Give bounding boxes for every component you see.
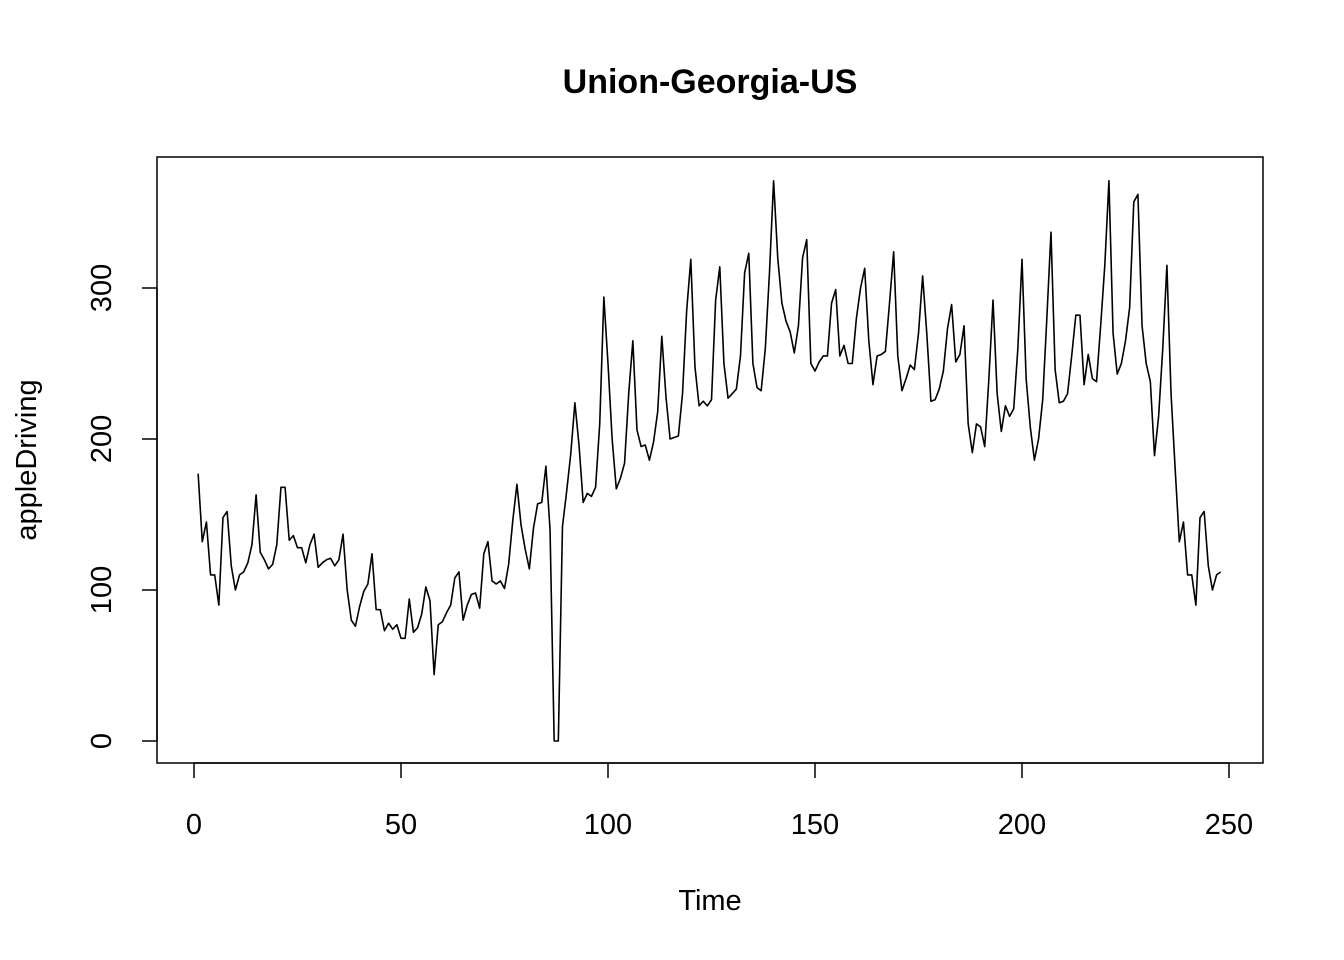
x-tick-label: 250 [1205, 809, 1253, 841]
x-tick-label: 50 [385, 809, 417, 841]
y-axis-label: appleDriving [11, 379, 43, 540]
x-tick-label: 200 [998, 809, 1046, 841]
chart-title: Union-Georgia-US [563, 63, 858, 101]
x-tick-label: 0 [186, 809, 202, 841]
y-tick-label: 200 [86, 415, 118, 463]
plot-frame [156, 156, 1264, 764]
x-axis-label: Time [678, 885, 741, 917]
x-tick-label: 150 [791, 809, 839, 841]
series-line [197, 179, 1222, 742]
y-axis: 0 100 200 300 [86, 264, 158, 749]
x-axis: 0 50 100 150 200 250 [186, 762, 1253, 841]
y-tick-label: 0 [86, 733, 118, 749]
y-tick-label: 100 [86, 566, 118, 614]
y-tick-label: 300 [86, 264, 118, 312]
x-tick-label: 100 [584, 809, 632, 841]
